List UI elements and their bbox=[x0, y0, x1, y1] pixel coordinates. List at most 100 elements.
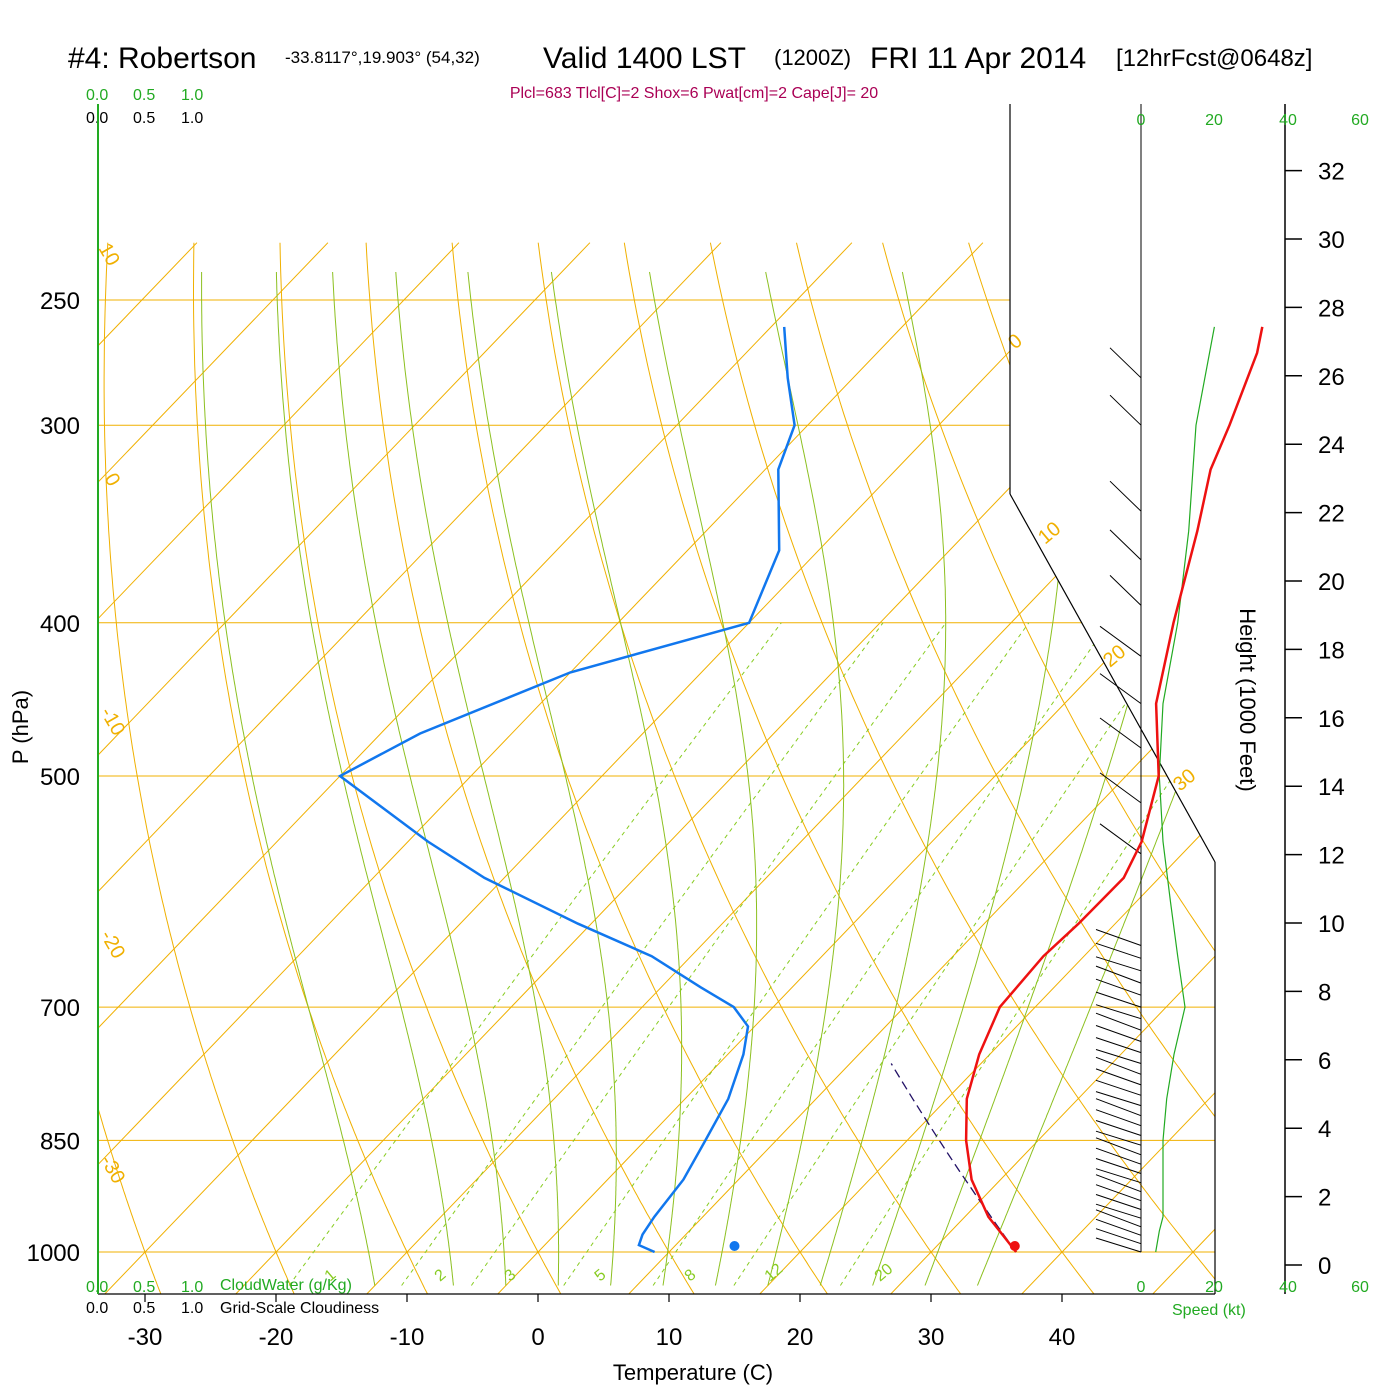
wind-barb-832 bbox=[1095, 1109, 1142, 1127]
forecast-info: [12hrFcst@0648z] bbox=[1116, 45, 1312, 72]
isotherm--60 bbox=[98, 242, 722, 1294]
height-tick-4: 4 bbox=[1318, 1116, 1331, 1143]
speed-tick-top-20: 20 bbox=[1205, 112, 1223, 129]
wind-barb-820 bbox=[1095, 1098, 1142, 1117]
cloudwater-tick-bottom-2: 1.0 bbox=[181, 1279, 203, 1296]
stability-indices: Plcl=683 Tlcl[C]=2 Shox=6 Pwat[cm]=2 Cap… bbox=[510, 85, 878, 102]
speed-tick-bottom-40: 40 bbox=[1279, 1279, 1297, 1296]
temp-tick-40: 40 bbox=[1049, 1324, 1076, 1351]
wind-barb-700 bbox=[1095, 991, 1142, 1008]
wind-barb-976 bbox=[1095, 1218, 1142, 1236]
isotherm--70 bbox=[98, 242, 591, 1294]
dewpoint-series bbox=[337, 326, 796, 1254]
plot-frame bbox=[98, 104, 1216, 1295]
dry-adiabat-30 bbox=[537, 242, 979, 1294]
pressure-tick-500: 500 bbox=[40, 764, 80, 791]
wind-barb-724 bbox=[1095, 1012, 1142, 1031]
temp-tick-0: 0 bbox=[531, 1324, 544, 1351]
height-tick-14: 14 bbox=[1318, 774, 1345, 801]
wind-barb-340 bbox=[1109, 480, 1142, 512]
wind-barb-300 bbox=[1109, 394, 1142, 426]
moist-adiabat--10 bbox=[201, 272, 376, 1286]
dry-adiabat--10 bbox=[193, 242, 440, 1294]
cloudiness-tick-bottom-0: 0.0 bbox=[86, 1300, 108, 1317]
speed-axis-label: Speed (kt) bbox=[1172, 1302, 1246, 1319]
pressure-tick-700: 700 bbox=[40, 995, 80, 1022]
cloudwater-scale-bottom: 0.0 0.5 1.0 CloudWater (g/Kg) bbox=[86, 1277, 352, 1296]
wind-barb-280 bbox=[1109, 347, 1142, 379]
wind-barb-808 bbox=[1095, 1091, 1142, 1107]
isotherm-20 bbox=[736, 242, 1215, 1294]
mixing-ratio-label-3: 5 bbox=[592, 1266, 610, 1285]
dry-adiabat-70 bbox=[882, 242, 1215, 1294]
wind-barb-450 bbox=[1099, 673, 1142, 705]
moist-adiabat-28 bbox=[872, 271, 1067, 1286]
isotherm--10 bbox=[343, 242, 1215, 1294]
cloudiness-tick-bottom-2: 1.0 bbox=[181, 1300, 203, 1317]
cloudwater-tick-top-0: 0.0 bbox=[86, 87, 108, 104]
wind-barb-664 bbox=[1095, 956, 1142, 972]
temp-tick-20: 20 bbox=[787, 1324, 814, 1351]
isotherm-label-3: -20 bbox=[96, 927, 130, 963]
height-tick-12: 12 bbox=[1318, 843, 1345, 870]
height-tick-28: 28 bbox=[1318, 295, 1345, 322]
mixing-ratio-2 bbox=[401, 622, 884, 1286]
mixing-ratio-label-1: 2 bbox=[432, 1266, 450, 1285]
wind-barb-988 bbox=[1095, 1228, 1142, 1245]
wind-barb-844 bbox=[1095, 1120, 1142, 1136]
moist-adiabat-24 bbox=[819, 271, 947, 1286]
moist-adiabat-0 bbox=[332, 271, 507, 1286]
dry-adiabat--20 bbox=[103, 242, 306, 1294]
isotherm-label-2: -10 bbox=[96, 704, 130, 740]
cloudwater-tick-top-1: 0.5 bbox=[133, 87, 155, 104]
temperature-series bbox=[964, 326, 1264, 1253]
cloudiness-tick-bottom-1: 0.5 bbox=[133, 1300, 155, 1317]
mixing-ratio-12 bbox=[733, 622, 1182, 1286]
mixing-ratio-label-6: 20 bbox=[872, 1261, 897, 1286]
cloudwater-tick-bottom-0: 0.0 bbox=[86, 1279, 108, 1296]
dry-adiabat-60 bbox=[796, 242, 1215, 1294]
mixing-ratio-label-4: 8 bbox=[682, 1266, 700, 1285]
dry-adiabat-50 bbox=[709, 242, 1215, 1294]
dry-adiabat-20 bbox=[451, 242, 844, 1294]
zulu-time: (1200Z) bbox=[774, 45, 851, 70]
wind-barb-520 bbox=[1099, 772, 1142, 804]
station-coords: -33.8117°,19.903° (54,32) bbox=[285, 48, 480, 67]
wind-barb-892 bbox=[1095, 1158, 1142, 1174]
height-tick-6: 6 bbox=[1318, 1048, 1331, 1075]
isotherm-10 bbox=[605, 242, 1215, 1294]
height-axis-label: Height (1000 Feet) bbox=[1235, 608, 1260, 791]
height-tick-8: 8 bbox=[1318, 979, 1331, 1006]
surface-markers bbox=[729, 1241, 1020, 1251]
pressure-tick-850: 850 bbox=[40, 1128, 80, 1155]
wind-barb-365 bbox=[1109, 529, 1142, 561]
wind-barb-760 bbox=[1095, 1049, 1142, 1064]
moist-adiabat-36 bbox=[976, 271, 1215, 1286]
wind-barb-928 bbox=[1095, 1184, 1142, 1202]
parcel-path bbox=[890, 1063, 1017, 1253]
wind-barb-420 bbox=[1099, 625, 1142, 657]
isotherm-30 bbox=[867, 242, 1215, 1294]
cloudiness-tick-top-2: 1.0 bbox=[181, 110, 203, 127]
moist-adiabat-20 bbox=[765, 271, 845, 1286]
cloudiness-tick-top-1: 0.5 bbox=[133, 110, 155, 127]
moist-adiabat-32 bbox=[924, 271, 1210, 1286]
height-tick-16: 16 bbox=[1318, 706, 1345, 733]
dry-adiabat-10 bbox=[365, 242, 710, 1294]
wind-barb-868 bbox=[1095, 1137, 1142, 1156]
pressure-axis: 250 300 400 500 700 850 1000 bbox=[27, 288, 80, 1267]
surface-dewpoint-marker bbox=[729, 1241, 740, 1251]
mixing-ratio-3 bbox=[470, 622, 947, 1286]
height-tick-30: 30 bbox=[1318, 227, 1345, 254]
mixing-ratio-label-5: 12 bbox=[762, 1261, 787, 1286]
temperature-axis-label: Temperature (C) bbox=[613, 1360, 773, 1385]
isotherm--20 bbox=[212, 242, 1215, 1294]
cloudiness-scale-top: 0.0 0.5 1.0 bbox=[86, 110, 203, 127]
height-tick-2: 2 bbox=[1318, 1185, 1331, 1212]
isotherm-label-4: -30 bbox=[96, 1152, 130, 1188]
dry-adiabat--30 bbox=[98, 242, 171, 1294]
